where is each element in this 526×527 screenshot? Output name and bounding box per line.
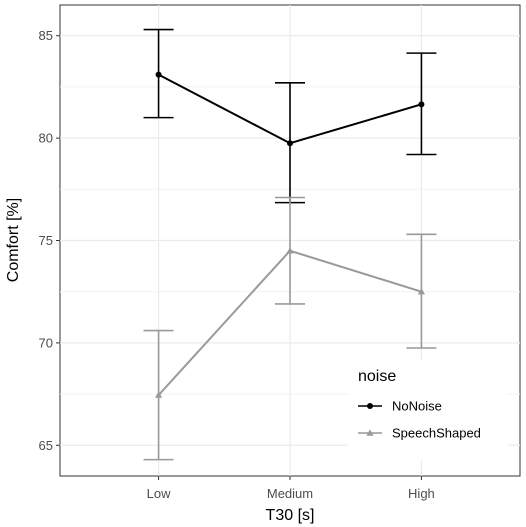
y-tick-label: 85 <box>39 28 53 43</box>
series-speechshaped <box>143 196 437 461</box>
legend: noise NoNoise SpeechShaped <box>348 360 508 460</box>
data-point <box>417 288 426 295</box>
legend-key-marker <box>366 429 374 436</box>
y-axis-ticks: 65 70 75 80 85 <box>39 28 60 453</box>
data-point <box>418 101 425 108</box>
legend-label: SpeechShaped <box>392 426 481 441</box>
x-axis-ticks: Low Medium High <box>147 476 435 501</box>
legend-key-marker <box>367 403 373 409</box>
series-nonoise <box>143 28 437 204</box>
legend-label: NoNoise <box>392 399 442 414</box>
series-layer <box>143 28 437 461</box>
data-point <box>154 391 163 398</box>
data-point <box>155 71 162 78</box>
x-tick-label: Low <box>147 486 171 501</box>
x-tick-label: High <box>408 486 435 501</box>
legend-item-nonoise: NoNoise <box>358 399 442 414</box>
x-axis-title: T30 [s] <box>266 507 315 524</box>
y-tick-label: 65 <box>39 438 53 453</box>
legend-title: noise <box>358 368 396 385</box>
y-tick-label: 70 <box>39 335 53 350</box>
y-axis-title: Comfort [%] <box>5 198 22 282</box>
data-point <box>286 247 294 254</box>
y-tick-label: 80 <box>39 131 53 146</box>
data-point <box>287 140 293 147</box>
legend-keys: NoNoise SpeechShaped <box>358 399 481 441</box>
x-tick-label: Medium <box>267 486 313 501</box>
legend-item-speechshaped: SpeechShaped <box>358 426 481 441</box>
legend-background <box>348 360 508 460</box>
y-tick-label: 75 <box>39 233 53 248</box>
